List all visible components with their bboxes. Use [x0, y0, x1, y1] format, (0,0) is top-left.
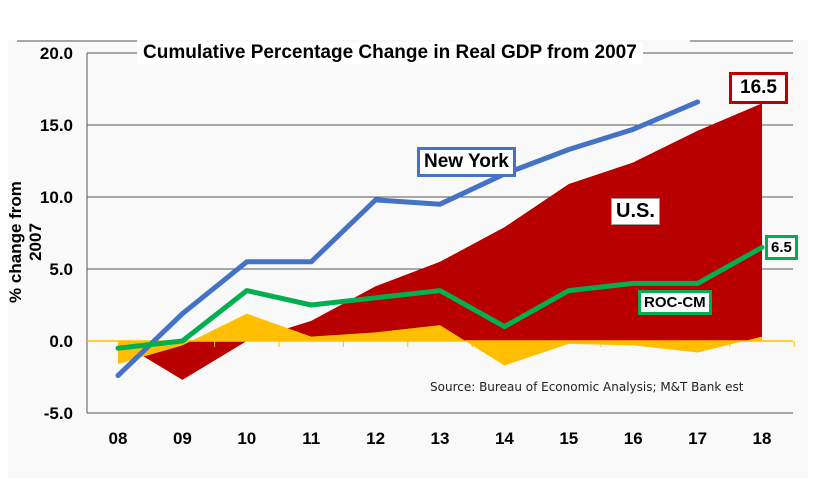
- x-tick-label: 12: [366, 429, 385, 448]
- y-tick-label: 15.0: [40, 116, 73, 135]
- y-tick-label: -5.0: [44, 404, 73, 423]
- area-series-1: [118, 313, 762, 366]
- source-note: Source: Bureau of Economic Analysis; M&T…: [430, 380, 744, 394]
- roc-cm-label: ROC-CM: [638, 290, 712, 315]
- y-tick-label: 10.0: [40, 188, 73, 207]
- roc-cm-end-value-label: 6.5: [765, 235, 798, 260]
- x-tick-label: 11: [302, 429, 320, 448]
- y-tick-label: 0.0: [49, 332, 73, 351]
- y-axis-label: % change from 2007: [6, 181, 45, 303]
- x-tick-label: 18: [753, 429, 772, 448]
- x-tick-label: 10: [237, 429, 256, 448]
- us-label: U.S.: [611, 198, 660, 225]
- x-tick-label: 14: [495, 429, 514, 448]
- x-tick-label: 17: [688, 429, 707, 448]
- line-series-2: [115, 99, 701, 379]
- y-tick-label: 5.0: [49, 260, 73, 279]
- us-end-value-label: 16.5: [729, 72, 788, 104]
- x-tick-label: 08: [109, 429, 128, 448]
- chart-title: Cumulative Percentage Change in Real GDP…: [137, 42, 643, 64]
- x-tick-label: 16: [624, 429, 643, 448]
- area-series-0: [118, 103, 762, 380]
- y-tick-label: 20.0: [40, 44, 73, 63]
- x-tick-label: 09: [173, 429, 192, 448]
- x-tick-label: 13: [431, 429, 450, 448]
- new-york-label: New York: [417, 147, 516, 177]
- x-tick-label: 15: [559, 429, 578, 448]
